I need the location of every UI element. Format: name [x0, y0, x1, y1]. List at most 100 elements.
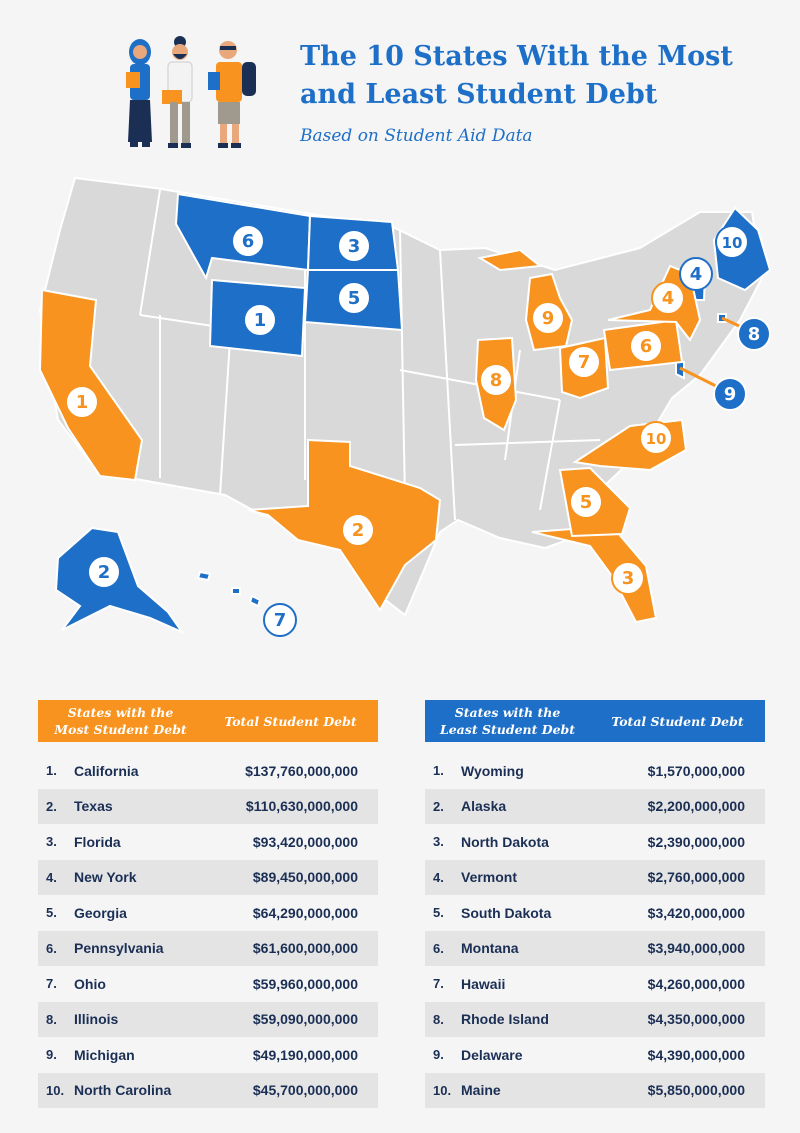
svg-text:8: 8 [490, 370, 503, 391]
marker-michigan: 9 [531, 301, 565, 335]
row-amount: $49,190,000,000 [252, 1046, 358, 1063]
row-amount: $61,600,000,000 [252, 940, 358, 957]
row-state: Delaware [461, 1046, 523, 1063]
title-line-2: and Least Student Debt [300, 79, 658, 110]
table-row: 9. Delaware $4,390,000,000 [425, 1037, 765, 1073]
svg-text:9: 9 [724, 384, 737, 405]
svg-text:5: 5 [348, 288, 361, 309]
marker-pennsylvania: 6 [629, 329, 663, 363]
table-row: 10. Maine $5,850,000,000 [425, 1072, 765, 1108]
row-state: Hawaii [461, 975, 506, 992]
row-amount: $5,850,000,000 [647, 1082, 745, 1099]
marker-south-dakota: 5 [337, 281, 371, 315]
svg-text:8: 8 [748, 324, 761, 345]
row-state: North Carolina [74, 1082, 172, 1099]
svg-text:3: 3 [348, 236, 361, 257]
row-state: Illinois [74, 1011, 119, 1028]
row-state: Michigan [74, 1046, 135, 1063]
least-debt-table: States with the Least Student Debt Total… [425, 700, 765, 1108]
row-state: Pennsylvania [74, 940, 164, 957]
row-rank: 3. [46, 834, 57, 850]
table-row: 1. California $137,760,000,000 [38, 753, 378, 789]
most-debt-header-states: States with the Most Student Debt [38, 704, 203, 738]
row-state: North Dakota [461, 833, 549, 850]
row-amount: $3,940,000,000 [647, 940, 745, 957]
table-row: 6. Montana $3,940,000,000 [425, 930, 765, 966]
table-row: 2. Texas $110,630,000,000 [38, 788, 378, 824]
row-rank: 5. [433, 905, 444, 921]
row-amount: $110,630,000,000 [245, 798, 358, 815]
row-rank: 10. [46, 1082, 65, 1098]
row-amount: $2,390,000,000 [647, 833, 745, 850]
row-amount: $137,760,000,000 [245, 762, 358, 779]
table-row: 6. Pennsylvania $61,600,000,000 [38, 930, 378, 966]
least-debt-header-total: Total Student Debt [611, 713, 744, 729]
table-row: 3. North Dakota $2,390,000,000 [425, 824, 765, 860]
marker-illinois: 8 [479, 363, 513, 397]
row-rank: 4. [46, 869, 57, 885]
row-rank: 6. [46, 940, 57, 956]
table-row: 9. Michigan $49,190,000,000 [38, 1037, 378, 1073]
row-rank: 10. [433, 1082, 452, 1098]
row-rank: 9. [46, 1047, 57, 1063]
subtitle: Based on Student Aid Data [300, 126, 533, 146]
svg-text:1: 1 [76, 392, 89, 413]
svg-text:1: 1 [254, 310, 267, 331]
row-state: Montana [461, 940, 519, 957]
most-header-line-2: Most Student Debt [54, 722, 187, 737]
row-amount: $4,260,000,000 [647, 975, 745, 992]
svg-text:5: 5 [580, 492, 593, 513]
marker-north-dakota: 3 [337, 229, 371, 263]
row-amount: $45,700,000,000 [252, 1082, 358, 1099]
svg-text:4: 4 [690, 264, 703, 285]
title-line-1: The 10 States With the Most [300, 41, 733, 72]
table-row: 5. Georgia $64,290,000,000 [38, 895, 378, 931]
row-state: Alaska [461, 798, 507, 815]
table-row: 2. Alaska $2,200,000,000 [425, 788, 765, 824]
table-row: 7. Ohio $59,960,000,000 [38, 966, 378, 1002]
row-rank: 8. [433, 1011, 444, 1027]
row-amount: $1,570,000,000 [647, 762, 745, 779]
marker-alaska: 2 [87, 555, 121, 589]
row-state: Maine [461, 1082, 501, 1099]
row-state: Rhode Island [461, 1011, 549, 1028]
table-row: 3. Florida $93,420,000,000 [38, 824, 378, 860]
row-state: New York [74, 869, 137, 886]
svg-text:2: 2 [352, 520, 365, 541]
svg-text:7: 7 [578, 352, 591, 373]
row-amount: $4,350,000,000 [647, 1011, 745, 1028]
marker-rhode-island: 8 [737, 317, 771, 351]
table-row: 4. Vermont $2,760,000,000 [425, 859, 765, 895]
svg-text:7: 7 [274, 610, 287, 631]
row-rank: 3. [433, 834, 444, 850]
row-state: Ohio [74, 975, 106, 992]
table-row: 8. Rhode Island $4,350,000,000 [425, 1001, 765, 1037]
students-illustration [126, 36, 256, 148]
header: The 10 States With the Most and Least St… [0, 0, 800, 170]
table-row: 1. Wyoming $1,570,000,000 [425, 753, 765, 789]
row-amount: $59,960,000,000 [252, 975, 358, 992]
row-amount: $3,420,000,000 [647, 904, 745, 921]
marker-hawaii: 7 [263, 603, 297, 637]
row-state: Florida [74, 833, 121, 850]
marker-ohio: 7 [567, 345, 601, 379]
row-rank: 1. [433, 763, 444, 779]
svg-text:10: 10 [722, 234, 743, 252]
row-state: Wyoming [461, 762, 524, 779]
row-rank: 6. [433, 940, 444, 956]
svg-text:6: 6 [640, 336, 653, 357]
table-row: 7. Hawaii $4,260,000,000 [425, 966, 765, 1002]
row-rank: 2. [433, 798, 444, 814]
row-amount: $93,420,000,000 [252, 833, 358, 850]
marker-georgia: 5 [569, 485, 603, 519]
svg-text:9: 9 [542, 308, 555, 329]
marker-north-carolina: 10 [639, 421, 673, 455]
row-amount: $2,760,000,000 [647, 869, 745, 886]
marker-wyoming: 1 [243, 303, 277, 337]
marker-delaware: 9 [713, 377, 747, 411]
row-rank: 8. [46, 1011, 57, 1027]
row-rank: 1. [46, 763, 57, 779]
most-debt-rows: 1. California $137,760,000,000 2. Texas $110,… [38, 753, 378, 1108]
most-header-line-1: States with the [67, 705, 174, 720]
row-rank: 2. [46, 798, 57, 814]
